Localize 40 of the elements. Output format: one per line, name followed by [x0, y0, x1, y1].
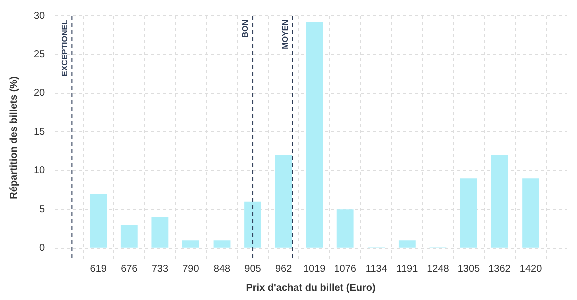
bar: [244, 202, 262, 248]
bar: [90, 194, 108, 248]
x-tick-label: 790: [182, 264, 200, 275]
bar: [398, 240, 416, 248]
x-tick-label: 676: [121, 264, 138, 275]
x-axis-title: Prix d'achat du billet (Euro): [246, 282, 376, 294]
x-tick-label: 1248: [427, 264, 450, 275]
x-tick-label: 1191: [396, 264, 419, 275]
y-tick-label: 0: [40, 243, 46, 254]
y-tick-label: 5: [40, 204, 46, 216]
x-tick-label: 848: [214, 264, 232, 275]
x-tick-label: 1362: [488, 264, 512, 275]
bar: [152, 217, 169, 248]
bar: [214, 240, 231, 248]
x-tick-label: 1134: [366, 264, 388, 275]
y-tick-label: 20: [34, 88, 46, 100]
y-tick-label: 15: [34, 126, 46, 138]
y-tick-label: 25: [34, 49, 46, 60]
x-tick-label: 1305: [458, 264, 481, 275]
y-tick-label: 30: [34, 10, 46, 22]
bar: [275, 155, 292, 248]
bar: [336, 210, 354, 248]
bar: [491, 155, 508, 248]
x-tick-label: 733: [152, 264, 169, 275]
x-tick-label: 1076: [334, 264, 357, 275]
bar: [460, 178, 478, 248]
x-tick-label: 1420: [520, 264, 543, 275]
x-tick-label: 1019: [303, 264, 326, 275]
ref-line-label: EXCEPTIONEL: [60, 20, 70, 76]
ref-line-label: BON: [241, 20, 250, 38]
x-tick-label: 619: [90, 264, 108, 275]
x-tick-label: 905: [244, 264, 262, 275]
y-tick-label: 10: [34, 166, 46, 177]
bar: [120, 225, 138, 248]
x-tick-label: 962: [275, 264, 293, 275]
ref-line-label: MOYEN: [281, 20, 290, 50]
bar: [306, 22, 324, 248]
y-axis-title: Répartition des billets (%): [8, 76, 20, 200]
bar: [182, 240, 200, 248]
bar: [522, 178, 540, 248]
